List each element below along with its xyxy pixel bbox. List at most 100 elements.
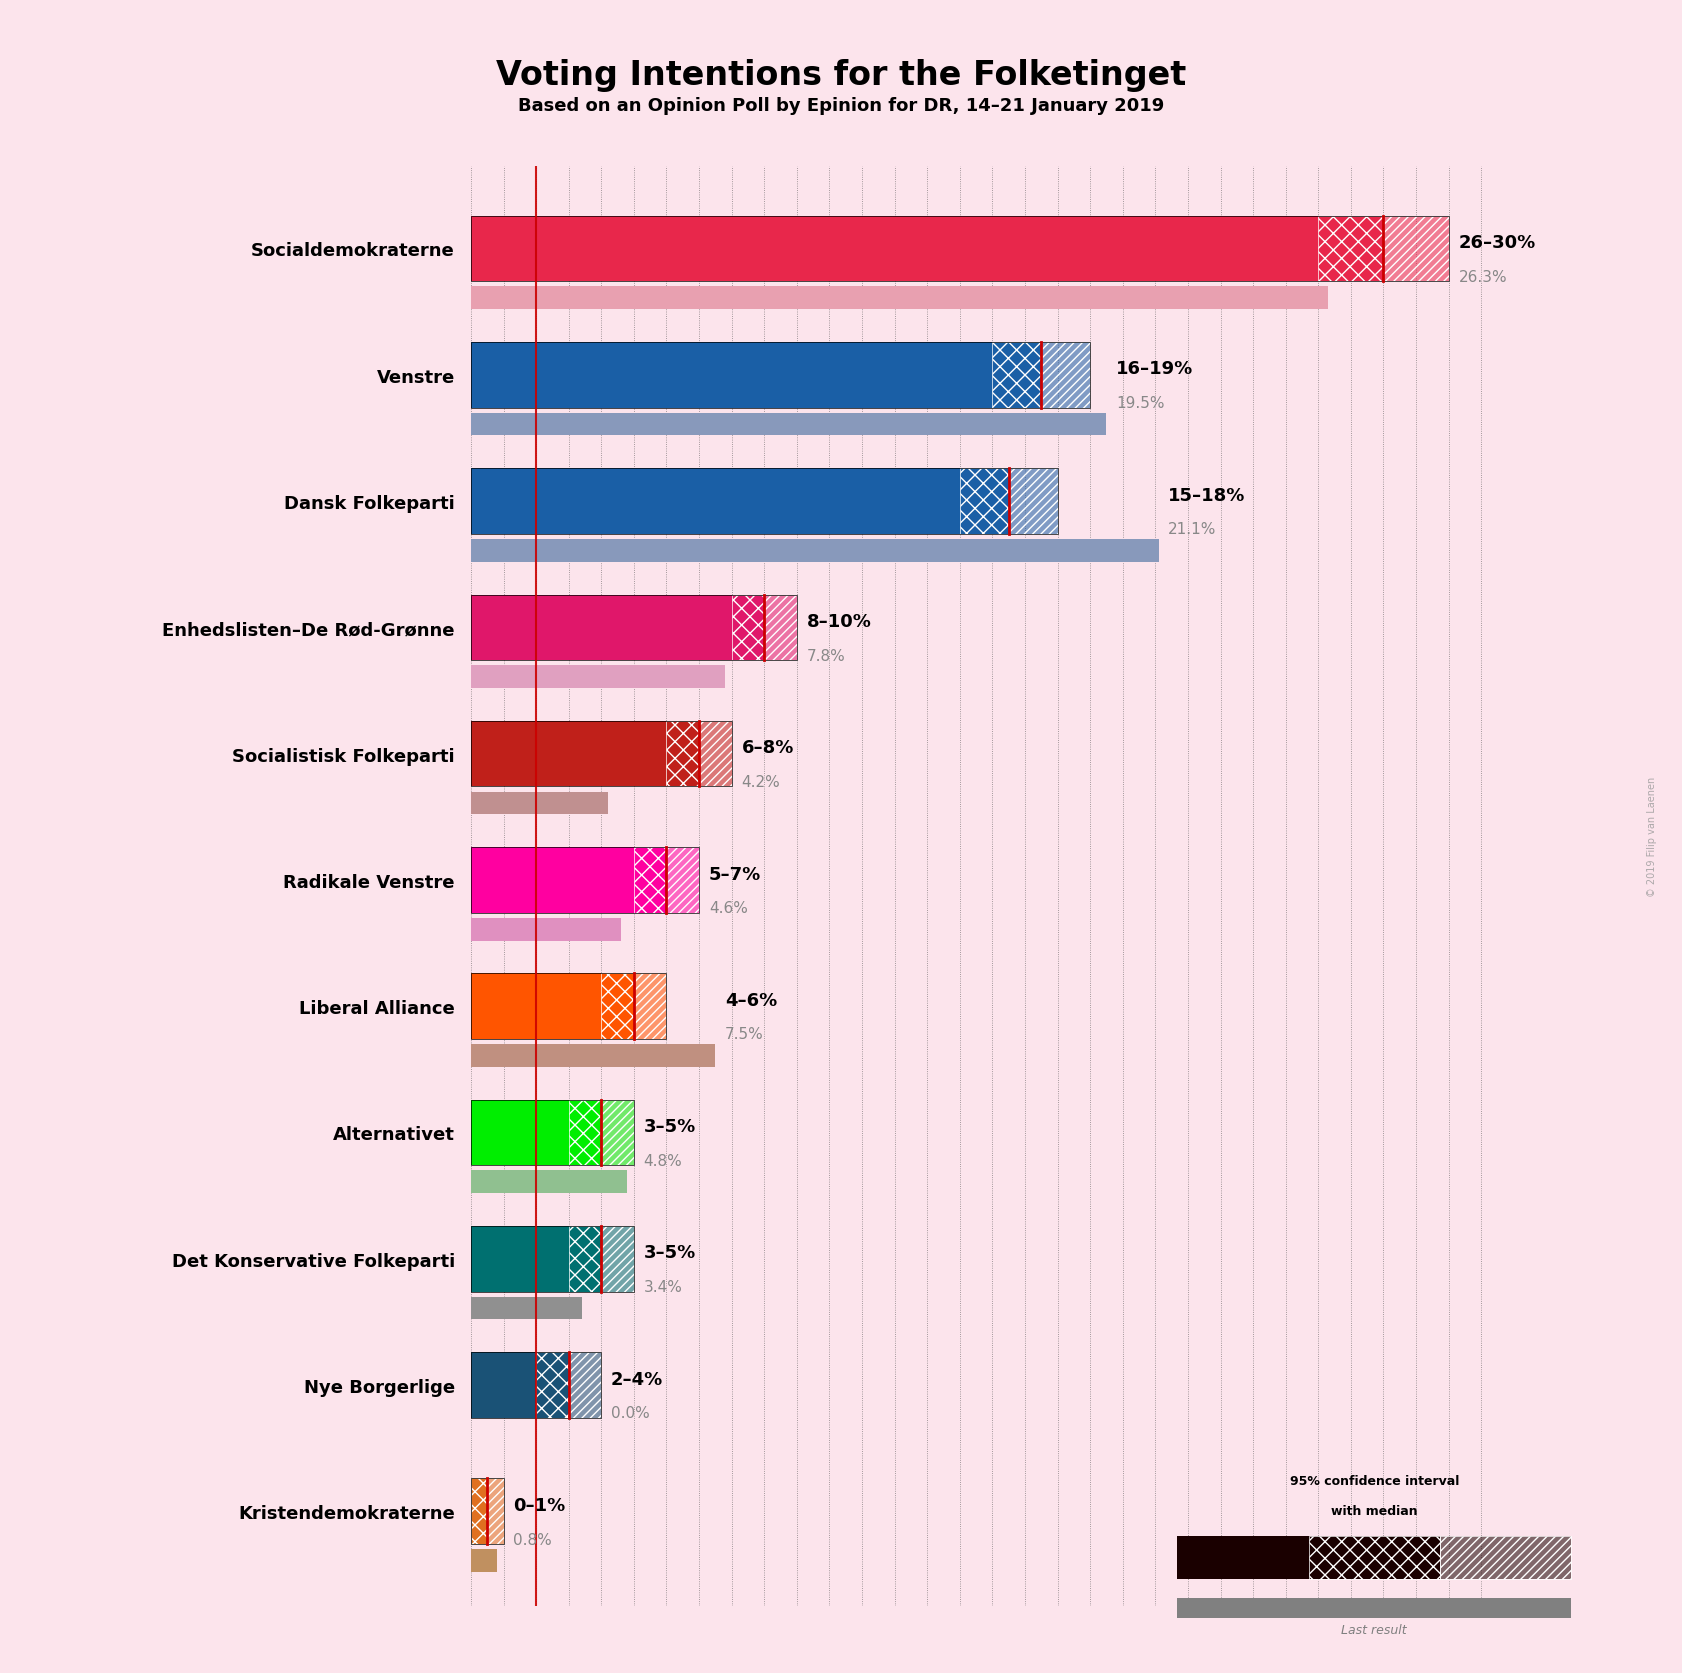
Bar [1383,216,1448,283]
Bar [569,1226,602,1292]
Text: 4.6%: 4.6% [708,900,748,915]
Bar [471,343,1090,408]
Text: 2–4%: 2–4% [611,1370,663,1389]
Text: 26–30%: 26–30% [1458,234,1536,253]
Bar [666,848,700,913]
Bar [471,596,732,661]
Bar [1009,468,1058,535]
Bar [1041,343,1090,408]
Bar [666,848,700,913]
Text: 8–10%: 8–10% [807,612,871,631]
Bar [992,343,1041,408]
Text: 7.5%: 7.5% [725,1027,764,1042]
Bar [471,1549,498,1573]
Bar [666,721,700,786]
Bar [471,974,602,1039]
Bar [732,596,764,661]
Bar [471,413,1107,437]
Bar [471,791,607,815]
Bar [569,1099,602,1166]
Bar [471,918,621,940]
Bar [602,1099,634,1166]
Bar [471,343,992,408]
Text: © 2019 Filip van Laenen: © 2019 Filip van Laenen [1647,776,1657,897]
Text: 16–19%: 16–19% [1117,360,1194,378]
Bar [471,1171,627,1193]
Bar [569,1226,602,1292]
Bar [488,1479,503,1544]
Bar [700,721,732,786]
Bar [537,1352,569,1419]
Bar [569,1352,602,1419]
Bar [537,1352,569,1419]
Text: 5–7%: 5–7% [708,865,762,883]
Text: 4.8%: 4.8% [644,1153,683,1168]
Text: 19.5%: 19.5% [1117,397,1164,412]
Text: 3–5%: 3–5% [644,1118,696,1136]
Bar [471,848,634,913]
Bar [471,1479,488,1544]
Bar [666,721,700,786]
Bar [1440,1536,1571,1579]
Text: 7.8%: 7.8% [807,647,846,663]
Bar [471,1479,503,1544]
Bar [602,1226,634,1292]
Bar [471,1352,602,1419]
Bar [1177,1536,1309,1579]
Text: 0.8%: 0.8% [513,1532,552,1546]
Bar [569,1099,602,1166]
Bar [471,216,1448,283]
Bar [1309,1536,1440,1579]
Bar [471,721,732,786]
Text: Based on an Opinion Poll by Epinion for DR, 14–21 January 2019: Based on an Opinion Poll by Epinion for … [518,97,1164,115]
Bar [471,666,725,689]
Bar [1177,1598,1571,1618]
Bar [471,288,1329,310]
Text: with median: with median [1330,1504,1418,1517]
Bar [764,596,797,661]
Bar [471,468,960,535]
Bar [471,468,1058,535]
Bar [471,1226,634,1292]
Bar [471,1297,582,1320]
Bar [764,596,797,661]
Bar [960,468,1009,535]
Text: 95% confidence interval: 95% confidence interval [1290,1474,1458,1487]
Bar [634,974,666,1039]
Bar [1440,1536,1571,1579]
Bar [602,1226,634,1292]
Bar [1319,216,1383,283]
Bar [960,468,1009,535]
Bar [569,1352,602,1419]
Bar [471,1044,715,1067]
Text: 0–1%: 0–1% [513,1496,565,1514]
Bar [700,721,732,786]
Bar [634,848,666,913]
Bar [471,1099,634,1166]
Text: 3–5%: 3–5% [644,1243,696,1261]
Bar [634,848,666,913]
Bar [732,596,764,661]
Text: 21.1%: 21.1% [1169,522,1216,537]
Text: 4–6%: 4–6% [725,992,777,1009]
Bar [1309,1536,1440,1579]
Bar [471,1479,488,1544]
Bar [471,974,666,1039]
Text: 15–18%: 15–18% [1169,487,1246,505]
Bar [471,540,1159,562]
Bar [1319,216,1383,283]
Bar [602,974,634,1039]
Text: 0.0%: 0.0% [611,1405,649,1420]
Bar [471,721,666,786]
Bar [488,1479,503,1544]
Text: 6–8%: 6–8% [742,739,794,756]
Bar [471,216,1319,283]
Bar [992,343,1041,408]
Bar [471,1099,569,1166]
Bar [471,1226,569,1292]
Bar [1041,343,1090,408]
Bar [471,1352,537,1419]
Text: 3.4%: 3.4% [644,1280,683,1295]
Text: Last result: Last result [1341,1623,1408,1636]
Text: 26.3%: 26.3% [1458,269,1507,284]
